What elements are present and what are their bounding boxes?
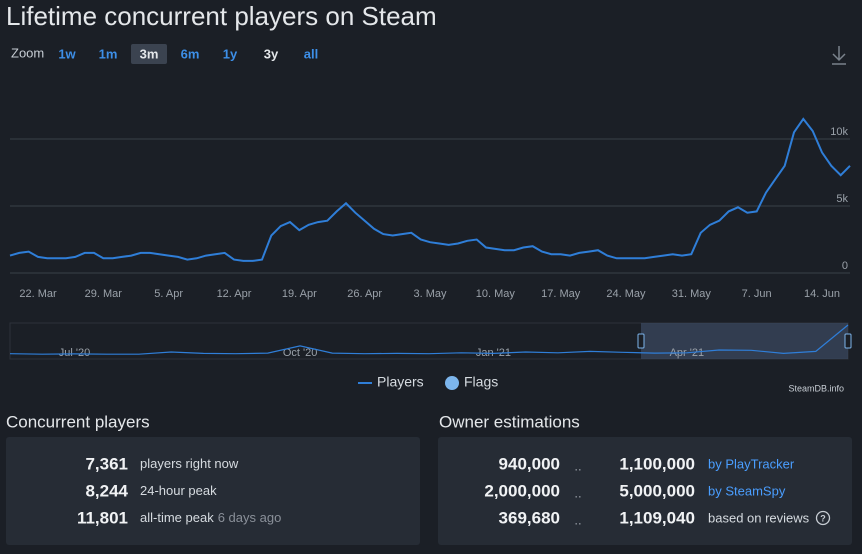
x-tick-label: 3. May [413,288,447,300]
owner-separator: .. [574,485,581,500]
navigator-handle[interactable] [844,333,852,349]
stat-label-text: all-time peak [140,510,214,525]
zoom-label: Zoom [11,45,44,60]
x-tick-label: Jul '20 [59,347,90,359]
owner-source[interactable]: by SteamSpy [708,483,786,498]
x-tick-label: 10. May [476,288,516,300]
x-tick-label: 26. Apr [347,288,382,300]
series-line [9,117,851,262]
panel-title: Concurrent players [6,412,150,431]
zoom-option[interactable]: 3y [264,46,279,61]
credit: SteamDB.info [788,383,844,393]
x-tick-label: 31. May [672,288,712,300]
x-tick-label: 17. May [541,288,581,300]
stat-value: 8,244 [85,481,128,500]
x-tick-label: 24. May [606,288,646,300]
x-tick-label: 29. Mar [85,288,123,300]
download-glyph [832,46,846,65]
y-tick-label: 0 [842,260,848,272]
x-tick-label: 14. Jun [804,288,840,300]
panel-title: Owner estimations [439,412,580,431]
zoom-option[interactable]: 1m [99,46,118,61]
navigator-handle[interactable] [637,333,645,349]
owner-high: 5,000,000 [619,481,695,500]
owner-low: 369,680 [499,508,560,527]
legend-label[interactable]: Flags [464,374,498,390]
x-tick-label: 5. Apr [154,288,183,300]
owner-low: 2,000,000 [484,481,560,500]
stat-value: 11,801 [77,508,128,527]
zoom-selected [131,44,167,64]
zoom-option[interactable]: 6m [181,46,200,61]
legend-label[interactable]: Players [377,374,424,390]
x-tick-label: 22. Mar [19,288,57,300]
stat-label: players right now [140,456,239,471]
owner-source: based on reviews [708,510,810,525]
zoom-option[interactable]: 1y [223,46,238,61]
zoom-option[interactable]: 1w [58,46,76,61]
owner-low: 940,000 [499,454,560,473]
zoom-options: 1w 1m 3m 6m 1y 3y all [58,46,318,61]
stat-label: all-time peak 6 days ago [140,510,281,525]
owner-separator: .. [574,458,581,473]
help-circle [815,510,831,526]
panel [438,437,852,545]
zoom-option[interactable]: 3m [140,46,159,61]
y-tick-label: 10k [830,126,848,138]
help-glyph: ? [820,513,826,523]
stat-label-text: 24-hour peak [140,483,217,498]
help-icon[interactable]: ? [815,510,831,526]
zoom-option[interactable]: all [304,46,318,61]
download-icon[interactable] [832,46,846,65]
x-tick-label: 7. Jun [742,288,772,300]
owner-high: 1,109,040 [619,508,695,527]
owner-high: 1,100,000 [619,454,695,473]
main-chart: 0 5k 10k 22. Mar 29. Mar 5. Apr 12. Apr 19. Apr… [9,117,851,300]
stat-label-text: players right now [140,456,239,471]
owner-source[interactable]: by PlayTracker [708,456,795,471]
page-title: Lifetime concurrent players on Steam [6,1,437,31]
x-tick-label: 19. Apr [282,288,317,300]
series-line [9,324,849,355]
stat-value: 7,361 [85,454,128,473]
panel-rows: 7,361 players right now 8,244 24-hour peak 1… [77,454,810,527]
x-tick-label: Oct '20 [283,347,318,359]
y-tick-label: 5k [836,193,848,205]
stat-label: 24-hour peak [140,483,217,498]
stat-note: 6 days ago [218,510,282,525]
legend-marker [445,376,459,390]
x-tick-label: 12. Apr [217,288,252,300]
navigator: Jul '20 Oct '20 Jan '21 Apr '21 [9,324,849,359]
panel [6,437,420,545]
owner-separator: .. [574,512,581,527]
